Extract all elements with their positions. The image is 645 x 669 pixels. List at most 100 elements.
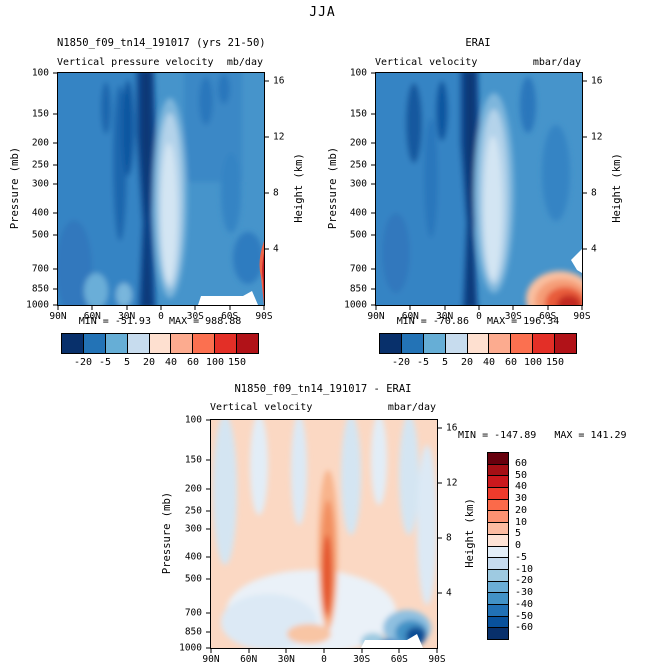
colorbar-tick-label: 150 (545, 357, 565, 368)
colorbar-tick-label: 5 (441, 357, 448, 368)
pressure-tick-label: 1000 (26, 299, 49, 311)
latitude-tick-label: 30N (277, 654, 295, 665)
colorbar-tick-label: -50 (515, 610, 534, 622)
model-variable-label: Vertical pressure velocity (57, 57, 214, 68)
latitude-tick-label: 90S (573, 311, 591, 322)
colorbar-segment (192, 333, 216, 354)
erai-contour-field (376, 73, 582, 305)
colorbar-tick-label: -10 (515, 563, 534, 575)
latitude-tick-mark (436, 648, 438, 653)
model-minmax: MIN = -51.93 MAX = 988.88 (78, 316, 242, 327)
latitude-tick-label: 0 (476, 311, 482, 322)
pressure-tick-mark (371, 142, 376, 144)
height-tick-label: 4 (446, 587, 452, 599)
colorbar-tick-label: 5 (515, 528, 522, 540)
height-tick-label: 8 (446, 532, 452, 544)
pressure-tick-mark (206, 488, 211, 490)
pressure-tick-mark (371, 234, 376, 236)
pressure-tick-mark (206, 419, 211, 421)
pressure-tick-mark (53, 142, 58, 144)
colorbar-tick-label: 20 (142, 357, 156, 368)
erai-panel-title: ERAI (465, 37, 491, 49)
latitude-tick-mark (160, 305, 162, 310)
colorbar-tick-label: 60 (504, 357, 518, 368)
latitude-tick-mark (91, 305, 93, 310)
colorbar-segment (170, 333, 194, 354)
latitude-tick-mark (375, 305, 377, 310)
height-tick-mark (264, 192, 269, 194)
pressure-tick-mark (53, 268, 58, 270)
latitude-tick-mark (126, 305, 128, 310)
pressure-tick-mark (371, 268, 376, 270)
height-tick-mark (264, 80, 269, 82)
colorbar-tick-label: 40 (482, 357, 496, 368)
latitude-tick-label: 60S (390, 654, 408, 665)
colorbar-tick-label: 50 (515, 469, 528, 481)
pressure-tick-label: 500 (184, 573, 202, 585)
height-tick-label: 8 (591, 187, 597, 199)
pressure-tick-label: 500 (31, 229, 49, 241)
pressure-tick-mark (206, 556, 211, 558)
pressure-tick-mark (206, 459, 211, 461)
height-tick-mark (582, 248, 587, 250)
pressure-tick-label: 200 (184, 482, 202, 494)
height-tick-mark (582, 192, 587, 194)
colorbar-tick-label: 10 (515, 516, 528, 528)
pressure-tick-label: 500 (349, 229, 367, 241)
colorbar-segment (532, 333, 556, 354)
pressure-tick-mark (371, 113, 376, 115)
diff-height-axis-label: Height (km) (464, 498, 476, 568)
pressure-tick-mark (53, 164, 58, 166)
figure-title: JJA (309, 5, 336, 20)
erai-colorbar: -20 -5 5 20 40 60 100 150 (379, 333, 578, 368)
colorbar-segment (82, 333, 106, 354)
pressure-tick-label: 200 (31, 137, 49, 149)
pressure-tick-label: 300 (184, 523, 202, 535)
colorbar-tick-label: -5 (416, 357, 430, 368)
pressure-tick-mark (371, 288, 376, 290)
latitude-tick-mark (512, 305, 514, 310)
height-tick-mark (437, 482, 442, 484)
pressure-tick-label: 1000 (344, 299, 367, 311)
erai-contour-plot: 100 150 200 250 300 400 500 700 850 1000 16 12 8 4 90N… (344, 68, 602, 321)
erai-height-axis-label: Height (km) (611, 153, 623, 223)
colorbar-tick-label: 100 (205, 357, 225, 368)
pressure-tick-mark (206, 510, 211, 512)
latitude-tick-label: 0 (321, 654, 327, 665)
latitude-tick-mark (547, 305, 549, 310)
latitude-tick-label: 90N (49, 311, 67, 322)
latitude-tick-mark (263, 305, 265, 310)
colorbar-tick-label: 60 (186, 357, 200, 368)
latitude-tick-mark (478, 305, 480, 310)
pressure-tick-label: 850 (349, 282, 367, 294)
pressure-tick-mark (206, 612, 211, 614)
colorbar-tick-label: -20 (515, 575, 534, 587)
colorbar-segment (466, 333, 490, 354)
colorbar-tick-label: -20 (73, 357, 93, 368)
height-tick-mark (437, 427, 442, 429)
height-tick-label: 16 (591, 75, 603, 87)
pressure-tick-label: 200 (349, 137, 367, 149)
colorbar-segment (510, 333, 534, 354)
height-tick-label: 4 (591, 243, 597, 255)
height-tick-label: 8 (273, 187, 279, 199)
pressure-tick-label: 150 (349, 108, 367, 120)
pressure-tick-mark (53, 212, 58, 214)
diff-variable-label: Vertical velocity (210, 402, 313, 413)
height-tick-label: 16 (273, 75, 285, 87)
colorbar-segment (554, 333, 578, 354)
model-pressure-axis-label: Pressure (mb) (9, 146, 21, 230)
pressure-tick-mark (371, 183, 376, 185)
colorbar-tick-label: 150 (227, 357, 247, 368)
diff-contour-field (211, 420, 437, 648)
pressure-tick-mark (371, 164, 376, 166)
diff-contour-plot: 100 150 200 250 300 400 500 700 850 1000 16 12 8 4 90N… (179, 415, 457, 664)
height-tick-label: 12 (273, 131, 285, 143)
latitude-tick-mark (229, 305, 231, 310)
pressure-tick-label: 250 (184, 504, 202, 516)
pressure-tick-mark (53, 234, 58, 236)
pressure-tick-label: 400 (184, 551, 202, 563)
colorbar-tick-label: 40 (515, 481, 528, 493)
erai-units-label: mbar/day (532, 57, 581, 68)
